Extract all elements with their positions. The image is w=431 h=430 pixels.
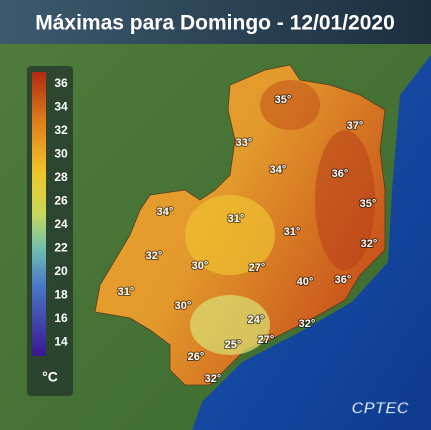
temperature-label: 24° (248, 314, 265, 326)
warm-area (185, 195, 275, 275)
legend-tick: 22 (54, 241, 68, 255)
legend-tick: 26 (54, 194, 68, 208)
legend-tick: 32 (54, 123, 68, 137)
logo: CPTEC (351, 398, 409, 417)
temperature-label: 36° (332, 168, 349, 180)
temperature-label: 32° (361, 238, 378, 250)
temperature-label: 27° (249, 262, 266, 274)
temperature-label: 31° (118, 286, 135, 298)
temperature-label: 30° (192, 260, 209, 272)
temperature-label: 32° (205, 373, 222, 385)
mild-area (190, 295, 270, 355)
temperature-label: 35° (275, 94, 292, 106)
legend-tick: 36 (54, 76, 68, 90)
legend-tick: 24 (54, 217, 68, 231)
temperature-label: 37° (347, 120, 364, 132)
temperature-label: 36° (335, 274, 352, 286)
ocean (192, 55, 431, 430)
title-bar (0, 0, 431, 44)
temperature-label: 33° (236, 137, 253, 149)
temperature-label: 30° (175, 300, 192, 312)
legend-tick: 20 (54, 264, 68, 278)
temperature-label: 40° (297, 276, 314, 288)
temperature-label: 26° (188, 351, 205, 363)
legend-unit: °C (42, 369, 58, 385)
temperature-label: 27° (258, 334, 275, 346)
temperature-label: 31° (228, 213, 245, 225)
temperature-label: 25° (225, 339, 242, 351)
legend-tick: 34 (54, 100, 68, 114)
temperature-label: 35° (360, 198, 377, 210)
title: Máximas para Domingo - 12/01/2020 (35, 12, 395, 35)
hot-area (260, 80, 320, 130)
legend-tick: 18 (54, 288, 68, 302)
legend-tick: 28 (54, 170, 68, 184)
temperature-label: 32° (299, 318, 316, 330)
legend-tick: 16 (54, 311, 68, 325)
temperature-label: 34° (270, 164, 287, 176)
hot-area (315, 130, 375, 270)
legend-tick: 30 (54, 147, 68, 161)
color-bar (32, 72, 46, 356)
legend-tick: 14 (54, 335, 68, 349)
temperature-label: 31° (284, 226, 301, 238)
temperature-label: 32° (146, 250, 163, 262)
temperature-label: 34° (157, 206, 174, 218)
